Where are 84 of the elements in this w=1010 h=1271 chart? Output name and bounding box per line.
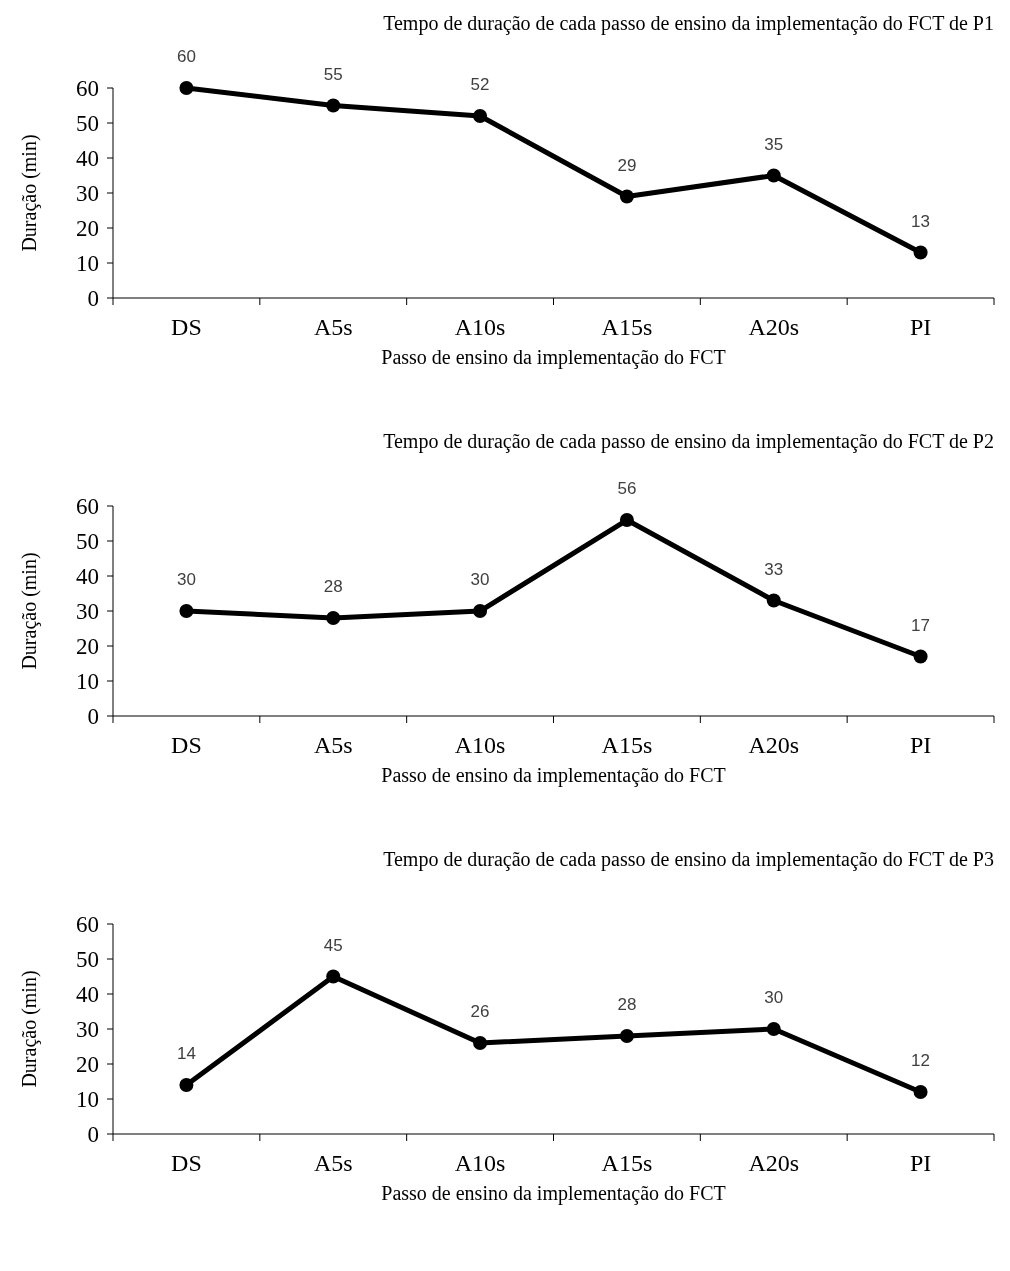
y-tick-label: 0 (87, 1122, 99, 1148)
y-tick-label: 60 (76, 494, 99, 520)
data-label: 29 (617, 155, 637, 175)
x-tick-label: A20s (748, 314, 800, 340)
x-tick-label: A20s (748, 732, 800, 758)
y-tick-label: 50 (76, 947, 99, 973)
y-tick-label: 30 (76, 1017, 99, 1043)
data-label: 12 (911, 1051, 931, 1070)
x-tick-label: DS (171, 732, 202, 758)
x-tick-label: A10s (454, 732, 506, 758)
point (619, 1029, 634, 1043)
point (766, 1022, 781, 1036)
y-tick-label: 50 (76, 111, 99, 137)
y-tick-label: 50 (76, 529, 99, 555)
x-tick-label: PI (909, 1150, 932, 1176)
chart-title: Tempo de duração de cada passo de ensino da implementação do FCT de P1 (383, 12, 994, 35)
y-tick-label: 20 (76, 216, 99, 242)
data-label: 60 (176, 47, 196, 66)
chart-title: Tempo de duração de cada passo de ensino da implementação do FCT de P2 (383, 430, 994, 453)
y-axis-title: Duração (min) (18, 552, 41, 670)
x-tick-label: A15s (601, 314, 653, 340)
y-axis-title: Duração (min) (18, 134, 41, 252)
data-label: 28 (617, 995, 637, 1014)
point (766, 168, 781, 183)
x-tick-label: A20s (748, 1150, 800, 1176)
chart-title: Tempo de duração de cada passo de ensino da implementação do FCT de P3 (383, 848, 994, 871)
x-tick-label: A5s (313, 1150, 353, 1176)
data-label: 26 (470, 1002, 490, 1021)
data-label: 55 (323, 64, 343, 84)
x-axis-title: Passo de ensino da implementação do FCT (381, 764, 726, 787)
x-tick-label: DS (171, 314, 202, 340)
point (766, 593, 781, 608)
point (619, 189, 634, 204)
y-tick-label: 60 (76, 912, 99, 938)
point (179, 81, 194, 95)
x-tick-label: A10s (454, 1150, 506, 1176)
x-tick-label: A5s (313, 314, 353, 340)
x-axis-title: Passo de ensino da implementação do FCT (381, 1182, 726, 1205)
x-tick-label: A15s (601, 1150, 653, 1176)
x-tick-label: A10s (454, 314, 506, 340)
point (913, 1085, 928, 1099)
x-axis-title: Passo de ensino da implementação do FCT (381, 346, 726, 369)
point (913, 649, 928, 664)
data-label: 30 (764, 988, 784, 1007)
y-tick-label: 10 (76, 669, 99, 695)
x-tick-label: PI (909, 314, 932, 340)
data-label: 45 (323, 935, 343, 955)
y-tick-label: 30 (76, 599, 99, 625)
y-tick-label: 20 (76, 1052, 99, 1078)
data-label: 35 (764, 134, 784, 154)
data-label: 28 (323, 577, 343, 596)
point (326, 611, 341, 625)
y-tick-label: 40 (76, 146, 99, 172)
point (179, 1078, 194, 1092)
x-tick-label: DS (171, 1150, 202, 1176)
y-tick-label: 40 (76, 564, 99, 590)
y-tick-label: 0 (87, 704, 99, 730)
data-label: 30 (470, 570, 490, 589)
y-tick-label: 10 (76, 251, 99, 277)
y-tick-label: 20 (76, 634, 99, 660)
point (179, 604, 194, 618)
x-tick-label: A15s (601, 732, 653, 758)
data-label: 14 (176, 1044, 196, 1063)
y-tick-label: 60 (76, 76, 99, 102)
y-tick-label: 0 (87, 286, 99, 312)
point (473, 1036, 488, 1050)
point (473, 604, 488, 618)
y-tick-label: 30 (76, 181, 99, 207)
point (619, 513, 634, 527)
x-tick-label: PI (909, 732, 932, 758)
point (473, 109, 488, 123)
data-label: 13 (911, 211, 931, 231)
y-axis-title: Duração (min) (18, 970, 41, 1088)
data-label: 33 (764, 559, 784, 579)
point (326, 98, 341, 113)
point (326, 969, 341, 984)
point (913, 245, 928, 260)
data-label: 17 (911, 615, 931, 635)
y-tick-label: 10 (76, 1087, 99, 1113)
data-label: 56 (617, 479, 637, 498)
data-label: 52 (470, 75, 490, 94)
data-label: 30 (176, 570, 196, 589)
y-tick-label: 40 (76, 982, 99, 1008)
x-tick-label: A5s (313, 732, 353, 758)
